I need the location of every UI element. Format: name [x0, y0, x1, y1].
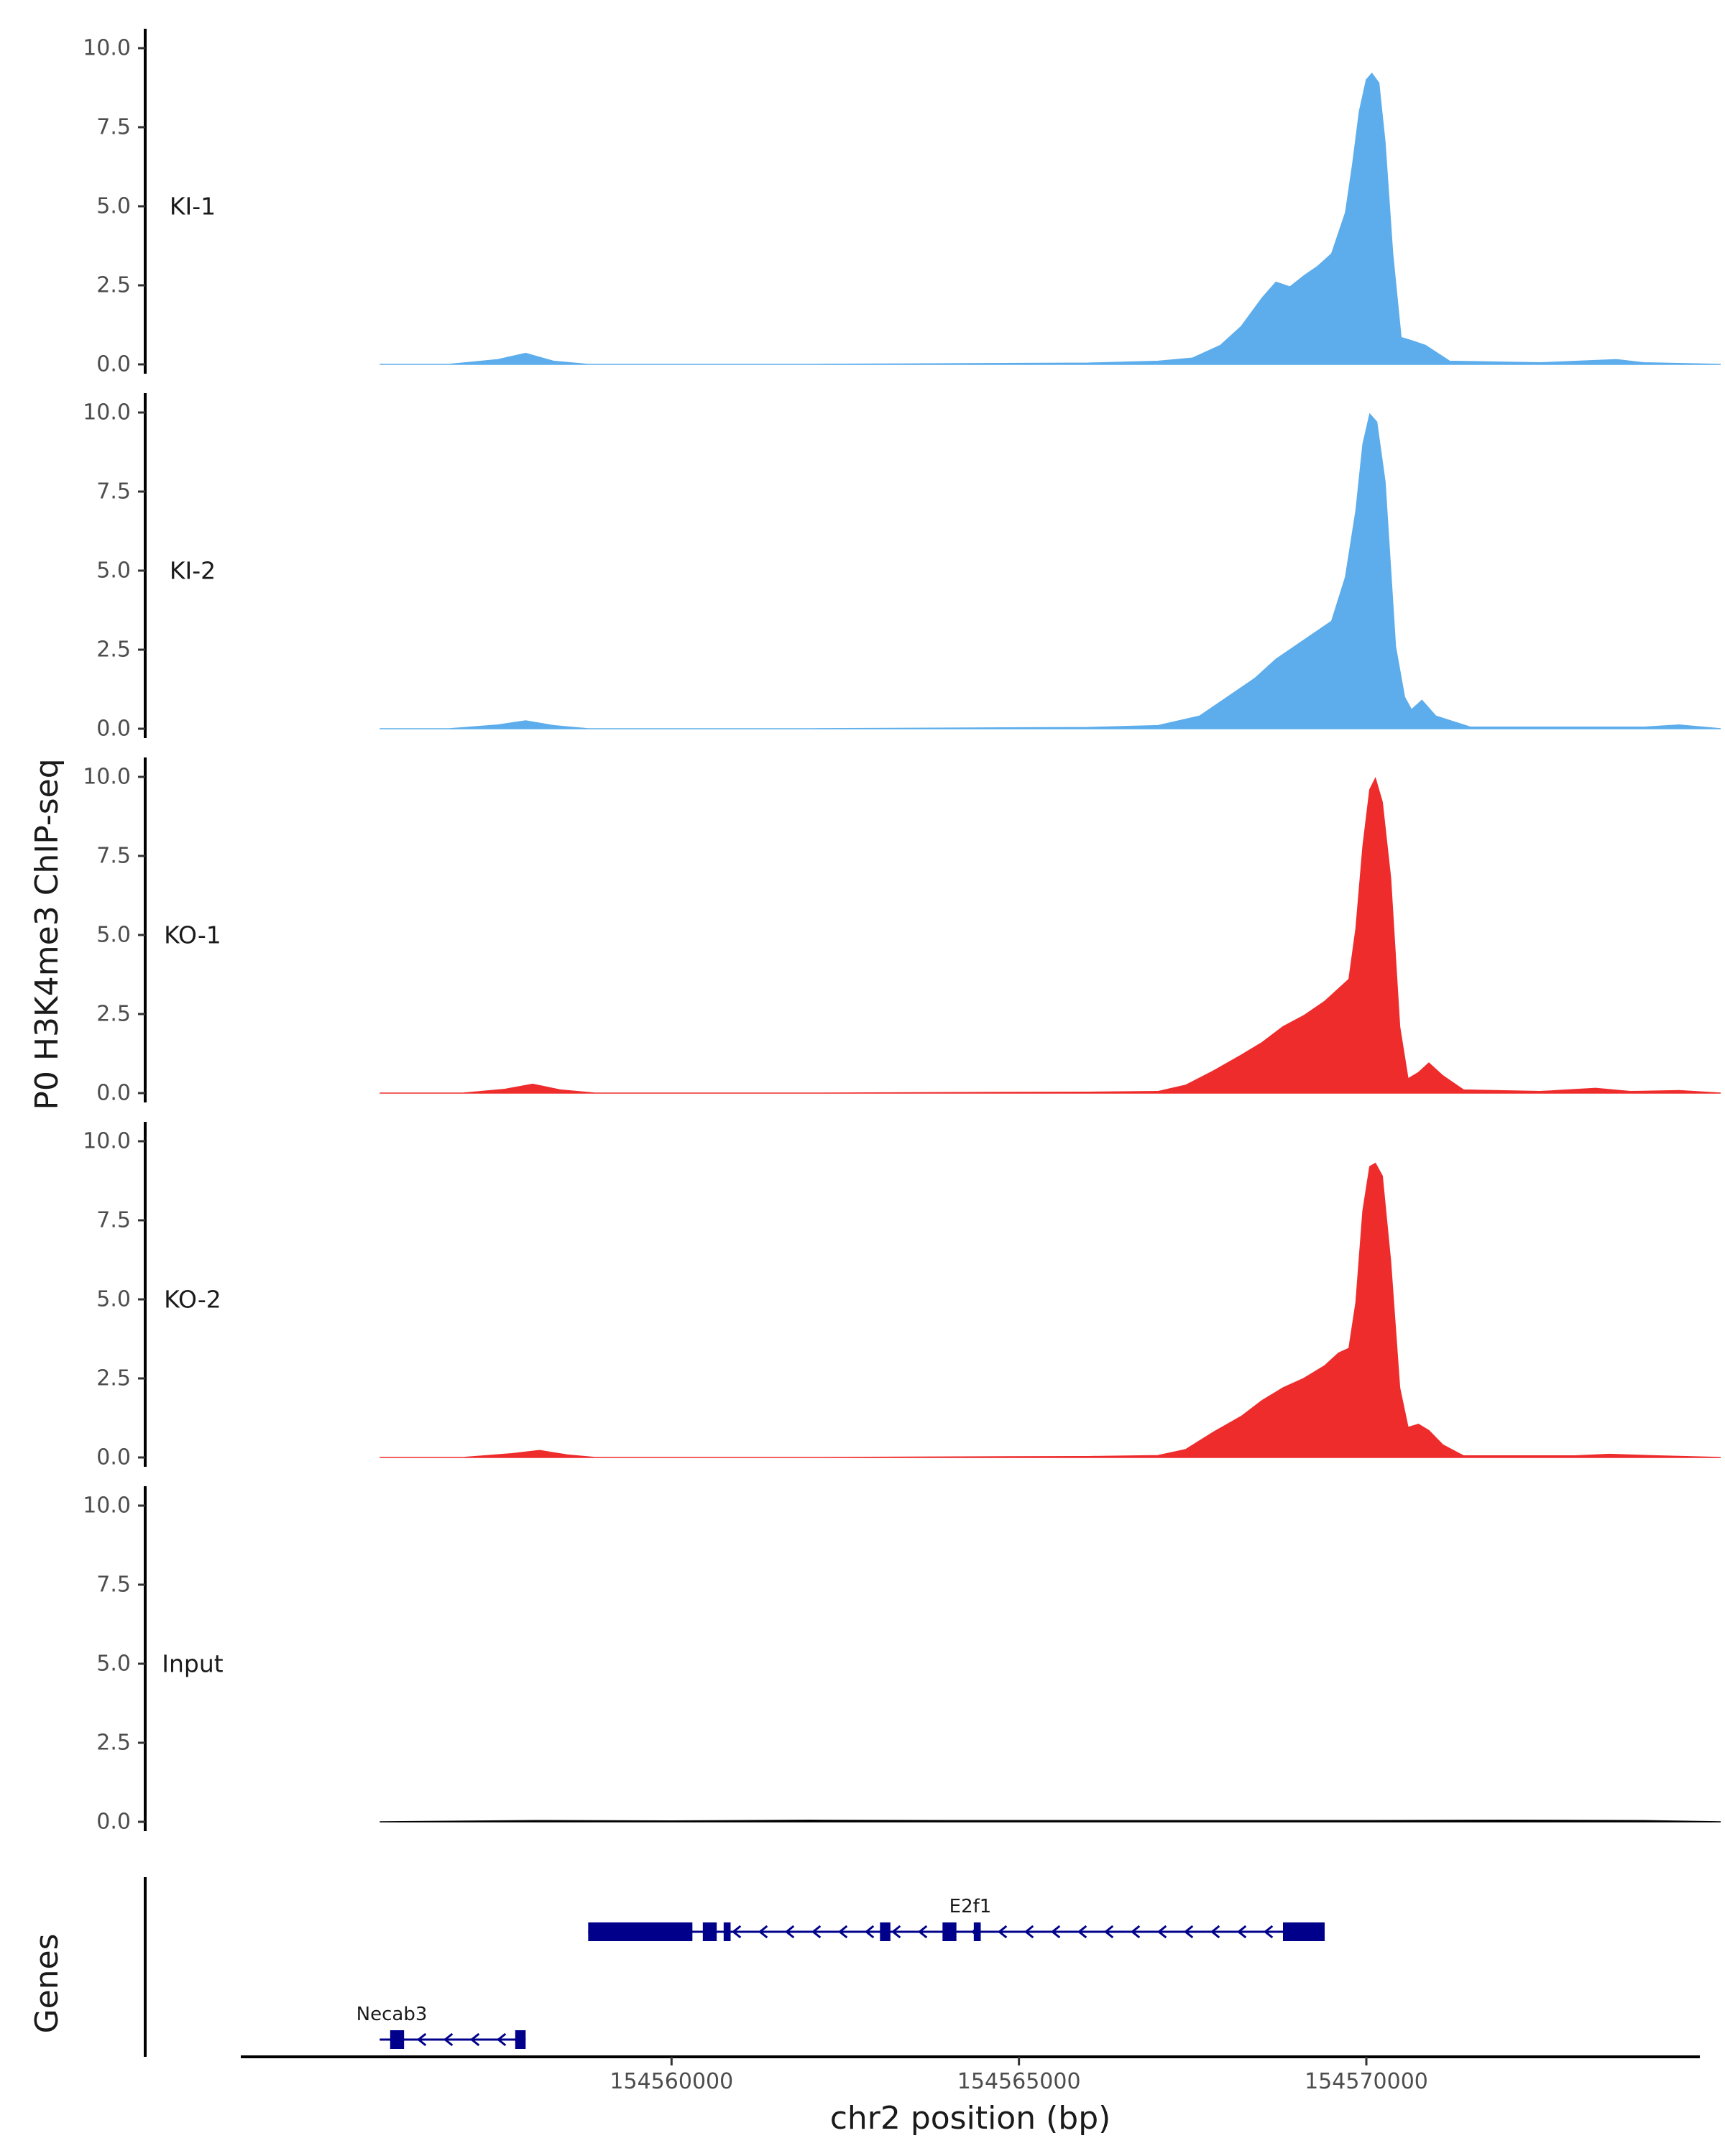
strand-arrow [731, 1925, 742, 1939]
strand-arrow [1024, 1925, 1034, 1939]
strand-arrow [837, 1925, 848, 1939]
y-tick-label: 10.0 [83, 36, 131, 61]
strand-arrow [891, 1925, 901, 1939]
y-tick-label: 0.0 [96, 1081, 131, 1106]
y-tick-label: 7.5 [96, 115, 131, 140]
strand-arrow [758, 1925, 768, 1939]
x-tick-label: 154565000 [957, 2069, 1081, 2094]
gene-model: E2f1 [588, 1896, 1325, 1941]
y-tick-label: 2.5 [96, 637, 131, 663]
x-tick-label: 154570000 [1305, 2069, 1428, 2094]
strand-arrow [1156, 1925, 1167, 1939]
track-label: KI-2 [170, 557, 216, 585]
strand-arrow [443, 2032, 454, 2047]
coverage-tracks: 0.0 2.5 5.0 7.5 10.0 KI-1 0.0 2.5 5.0 7.5 10.0 KI-2… [83, 29, 1721, 1835]
y-tick-label: 5.0 [96, 558, 131, 584]
track-label: KO-2 [164, 1286, 221, 1314]
track-panel: 0.0 2.5 5.0 7.5 10.0 KO-2 [83, 1122, 1721, 1470]
coverage-area [380, 73, 1721, 365]
gene-exon [723, 1922, 731, 1941]
y-tick-label: 10.0 [83, 1493, 131, 1519]
y-axis-title: P0 H3K4me3 ChIP-seq [29, 758, 65, 1110]
strand-arrow [917, 1925, 928, 1939]
track-label: KI-1 [170, 193, 216, 221]
y-tick-label: 7.5 [96, 1208, 131, 1233]
strand-arrow [1103, 1925, 1114, 1939]
y-tick-label: 2.5 [96, 1002, 131, 1027]
gene-exon [1283, 1922, 1325, 1941]
y-tick-label: 0.0 [96, 352, 131, 377]
x-axis: 154560000 154565000 154570000 chr2 positio… [241, 2055, 1700, 2137]
y-tick-label: 7.5 [96, 1572, 131, 1598]
gene-name: Necab3 [356, 2004, 428, 2025]
gene-exon [515, 2030, 526, 2049]
y-tick-label: 10.0 [83, 400, 131, 425]
strand-arrow [1263, 1925, 1274, 1939]
track-panel: 0.0 2.5 5.0 7.5 10.0 KI-2 [83, 393, 1721, 742]
gene-exon [588, 1922, 693, 1941]
strand-arrow [784, 1925, 795, 1939]
strand-arrow [1210, 1925, 1220, 1939]
x-axis-title: chr2 position (bp) [830, 2100, 1111, 2137]
y-tick-label: 2.5 [96, 1366, 131, 1391]
coverage-area [380, 1820, 1721, 1823]
track-panel: 0.0 2.5 5.0 7.5 10.0 KO-1 [83, 757, 1721, 1106]
gene-exon [390, 2030, 405, 2049]
strand-arrow [1077, 1925, 1087, 1939]
gene-exon [880, 1922, 891, 1941]
y-tick-label: 5.0 [96, 923, 131, 948]
y-tick-label: 2.5 [96, 1731, 131, 1756]
strand-arrow [1050, 1925, 1061, 1939]
strand-arrow [997, 1925, 1008, 1939]
strand-arrow [811, 1925, 822, 1939]
x-tick-label: 154560000 [610, 2069, 733, 2094]
strand-arrow [864, 1925, 875, 1939]
strand-arrow [1236, 1925, 1247, 1939]
track-panel: 0.0 2.5 5.0 7.5 10.0 KI-1 [83, 29, 1721, 377]
coverage-area [380, 777, 1721, 1094]
y-tick-label: 0.0 [96, 717, 131, 742]
y-tick-label: 0.0 [96, 1810, 131, 1835]
track-label: Input [162, 1650, 224, 1678]
y-tick-label: 10.0 [83, 1129, 131, 1154]
gene-name: E2f1 [949, 1896, 992, 1917]
strand-arrow [416, 2032, 427, 2047]
strand-arrow [1130, 1925, 1141, 1939]
gene-model: Necab3 [356, 2004, 526, 2049]
y-tick-label: 5.0 [96, 1651, 131, 1677]
gene-exon [702, 1922, 717, 1941]
genes-panel: Genes E2f1 Necab3 [29, 1877, 1325, 2057]
gene-models: E2f1 Necab3 [356, 1896, 1325, 2049]
x-ticks: 154560000 154565000 154570000 [610, 2057, 1428, 2094]
y-tick-label: 0.0 [96, 1445, 131, 1470]
track-label: KO-1 [164, 921, 221, 949]
strand-arrow [1183, 1925, 1194, 1939]
strand-arrow [469, 2032, 480, 2047]
y-tick-label: 5.0 [96, 1287, 131, 1312]
gene-exon [973, 1922, 981, 1941]
y-tick-label: 7.5 [96, 844, 131, 869]
y-tick-label: 5.0 [96, 194, 131, 219]
track-panel: 0.0 2.5 5.0 7.5 10.0 Input [83, 1486, 1721, 1835]
strand-arrow [496, 2032, 507, 2047]
genes-axis-title: Genes [29, 1933, 65, 2033]
coverage-area [380, 413, 1721, 729]
gene-exon [942, 1922, 957, 1941]
y-tick-label: 7.5 [96, 479, 131, 505]
coverage-area [380, 1162, 1721, 1458]
y-tick-label: 2.5 [96, 273, 131, 298]
y-tick-label: 10.0 [83, 765, 131, 790]
